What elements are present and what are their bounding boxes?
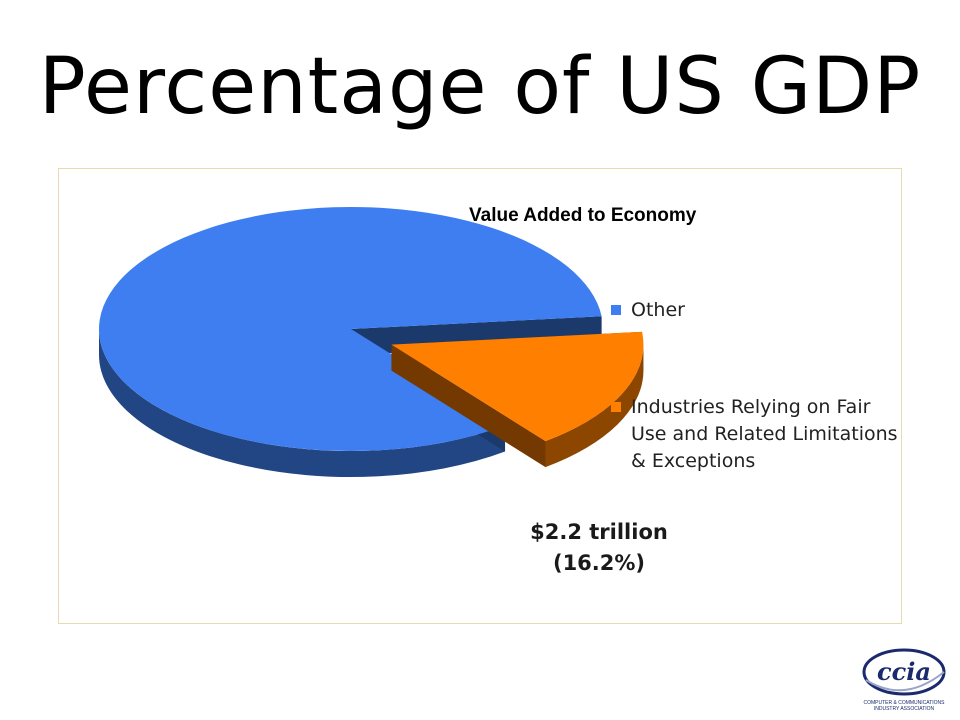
legend-swatch-fair-use: [611, 402, 621, 412]
slide-title: Percentage of US GDP: [38, 42, 922, 132]
legend-label-fair-use: Industries Relying on Fair Use and Relat…: [631, 396, 898, 472]
pie-side-1: [545, 344, 644, 468]
slice-data-label: $2.2 trillion (16.2%): [489, 517, 709, 579]
legend-item-other: Other: [611, 297, 901, 324]
pie-side-0: [99, 329, 506, 478]
pie-chart: [99, 206, 644, 478]
data-label-percent: (16.2%): [552, 551, 646, 575]
pie-slice-other: [99, 206, 602, 451]
pie-slice-fair-use: [391, 331, 644, 442]
ccia-logo: ccia: [862, 648, 946, 696]
data-label-amount: $2.2 trillion: [530, 520, 668, 544]
pie-cut-1-1: [391, 344, 546, 468]
legend-label-other: Other: [631, 299, 685, 321]
chart-title: Value Added to Economy: [469, 205, 697, 226]
legend: Other Industries Relying on Fair Use and…: [611, 297, 901, 545]
logo-caption: COMPUTER & COMMUNICATIONS INDUSTRY ASSOC…: [863, 700, 945, 712]
legend-swatch-other: [611, 305, 621, 315]
logo-text: ccia: [877, 657, 931, 686]
legend-item-fair-use: Industries Relying on Fair Use and Relat…: [611, 394, 901, 475]
chart-frame: Value Added to Economy Other Industries …: [58, 168, 902, 624]
